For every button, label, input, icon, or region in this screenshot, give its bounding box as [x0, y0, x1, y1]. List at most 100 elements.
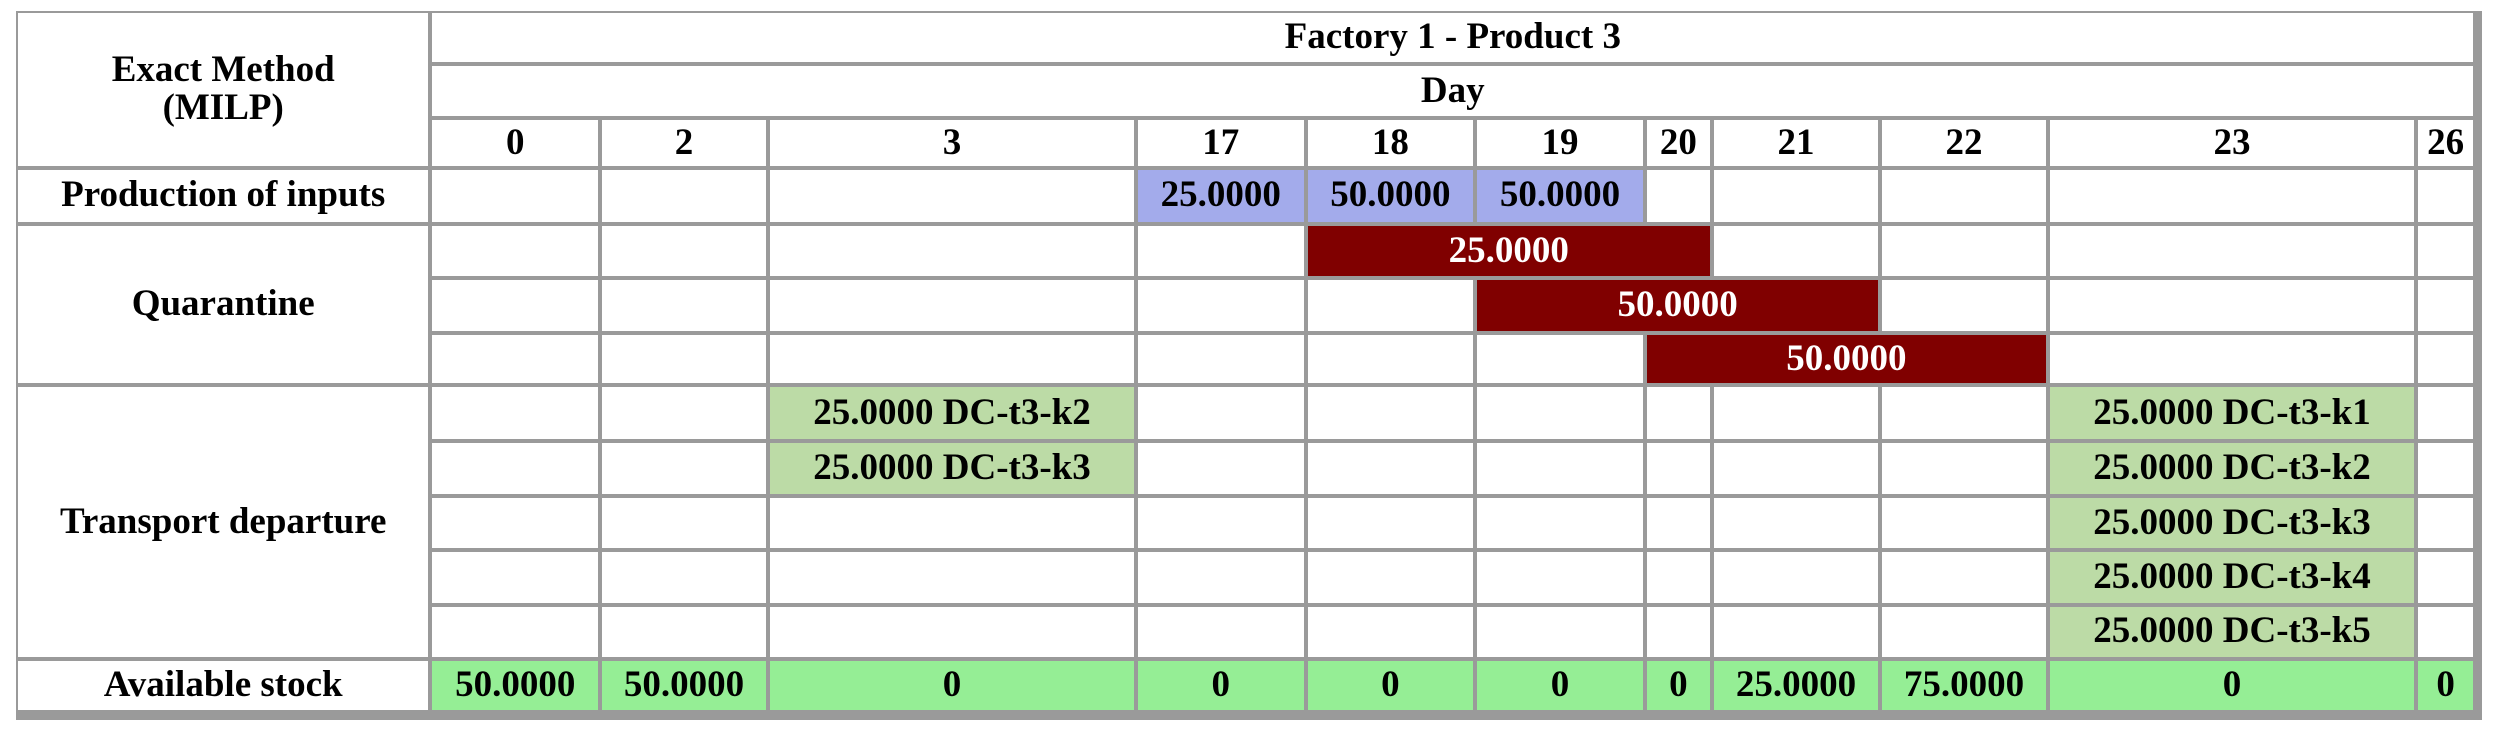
empty-cell: [1477, 497, 1643, 549]
empty-cell: [1307, 552, 1474, 603]
transport-cell: 25.0000 DC-t3-k2: [2050, 443, 2414, 494]
transport-cell: 25.0000 DC-t3-k5: [2050, 606, 2414, 657]
empty-cell: [2418, 334, 2474, 384]
empty-cell: [1138, 606, 1304, 657]
empty-cell: [770, 334, 1134, 384]
day-label: Day: [432, 65, 2474, 117]
stock-cell: 0: [1646, 661, 1710, 710]
empty-cell: [1714, 387, 1878, 440]
stock-cell: 25.0000: [1714, 661, 1878, 710]
empty-cell: [1646, 552, 1710, 603]
table-title: Factory 1 - Product 3: [432, 13, 2474, 62]
empty-cell: [432, 387, 598, 440]
empty-cell: [770, 280, 1134, 331]
day-header: 19: [1477, 120, 1643, 166]
transport-cell: 25.0000 DC-t3-k2: [770, 387, 1134, 440]
transport-cell: 25.0000 DC-t3-k1: [2050, 387, 2414, 440]
quarantine-bar: 50.0000: [1477, 280, 1878, 331]
empty-cell: [1307, 606, 1474, 657]
day-header: 0: [432, 120, 598, 166]
empty-cell: [1307, 334, 1474, 384]
empty-cell: [2050, 169, 2414, 222]
empty-cell: [1714, 497, 1878, 549]
stock-cell: 50.0000: [602, 661, 766, 710]
empty-cell: [602, 387, 766, 440]
empty-cell: [770, 225, 1134, 277]
row-label-quarantine: Quarantine: [18, 225, 429, 384]
day-header: 22: [1882, 120, 2046, 166]
empty-cell: [2418, 387, 2474, 440]
row-label-production: Production of inputs: [18, 169, 429, 222]
empty-cell: [770, 169, 1134, 222]
empty-cell: [2418, 497, 2474, 549]
production-cell: 50.0000: [1307, 169, 1474, 222]
empty-cell: [602, 169, 766, 222]
day-header: 17: [1138, 120, 1304, 166]
corner-label: Exact Method (MILP): [18, 13, 429, 166]
empty-cell: [1646, 443, 1710, 494]
empty-cell: [2418, 169, 2474, 222]
stock-cell: 75.0000: [1882, 661, 2046, 710]
empty-cell: [1714, 225, 1878, 277]
empty-cell: [2418, 443, 2474, 494]
empty-cell: [1138, 387, 1304, 440]
empty-cell: [1646, 387, 1710, 440]
empty-cell: [1882, 169, 2046, 222]
stock-cell: 0: [1307, 661, 1474, 710]
empty-cell: [2418, 225, 2474, 277]
empty-cell: [1307, 443, 1474, 494]
transport-cell: 25.0000 DC-t3-k3: [770, 443, 1134, 494]
empty-cell: [432, 225, 598, 277]
empty-cell: [432, 443, 598, 494]
quarantine-bar: 25.0000: [1307, 225, 1710, 277]
empty-cell: [602, 443, 766, 494]
empty-cell: [1138, 497, 1304, 549]
day-header: 23: [2050, 120, 2414, 166]
empty-cell: [1882, 552, 2046, 603]
production-cell: 50.0000: [1477, 169, 1643, 222]
empty-cell: [1714, 443, 1878, 494]
empty-cell: [1307, 497, 1474, 549]
day-header: 21: [1714, 120, 1878, 166]
stock-cell: 0: [2050, 661, 2414, 710]
empty-cell: [1882, 387, 2046, 440]
day-header: 2: [602, 120, 766, 166]
empty-cell: [1882, 280, 2046, 331]
empty-cell: [1477, 606, 1643, 657]
empty-cell: [1882, 443, 2046, 494]
empty-cell: [1646, 169, 1710, 222]
empty-cell: [1714, 169, 1878, 222]
day-header: 26: [2418, 120, 2474, 166]
empty-cell: [1138, 225, 1304, 277]
empty-cell: [1138, 443, 1304, 494]
empty-cell: [2050, 225, 2414, 277]
empty-cell: [432, 280, 598, 331]
stock-cell: 0: [1138, 661, 1304, 710]
transport-cell: 25.0000 DC-t3-k4: [2050, 552, 2414, 603]
empty-cell: [770, 552, 1134, 603]
day-header: 3: [770, 120, 1134, 166]
empty-cell: [1646, 497, 1710, 549]
empty-cell: [602, 497, 766, 549]
empty-cell: [1646, 606, 1710, 657]
stock-cell: 50.0000: [432, 661, 598, 710]
empty-cell: [1477, 334, 1643, 384]
empty-cell: [1882, 225, 2046, 277]
empty-cell: [602, 606, 766, 657]
production-cell: 25.0000: [1138, 169, 1304, 222]
empty-cell: [432, 497, 598, 549]
empty-cell: [432, 169, 598, 222]
empty-cell: [770, 497, 1134, 549]
empty-cell: [1882, 497, 2046, 549]
quarantine-bar: 50.0000: [1646, 334, 2046, 384]
row-label-transport: Transport departure: [18, 387, 429, 657]
empty-cell: [2418, 606, 2474, 657]
empty-cell: [432, 606, 598, 657]
empty-cell: [602, 552, 766, 603]
stock-cell: 0: [770, 661, 1134, 710]
empty-cell: [432, 552, 598, 603]
empty-cell: [2418, 280, 2474, 331]
corner-label-line: Exact Method: [111, 48, 335, 90]
empty-cell: [2418, 552, 2474, 603]
